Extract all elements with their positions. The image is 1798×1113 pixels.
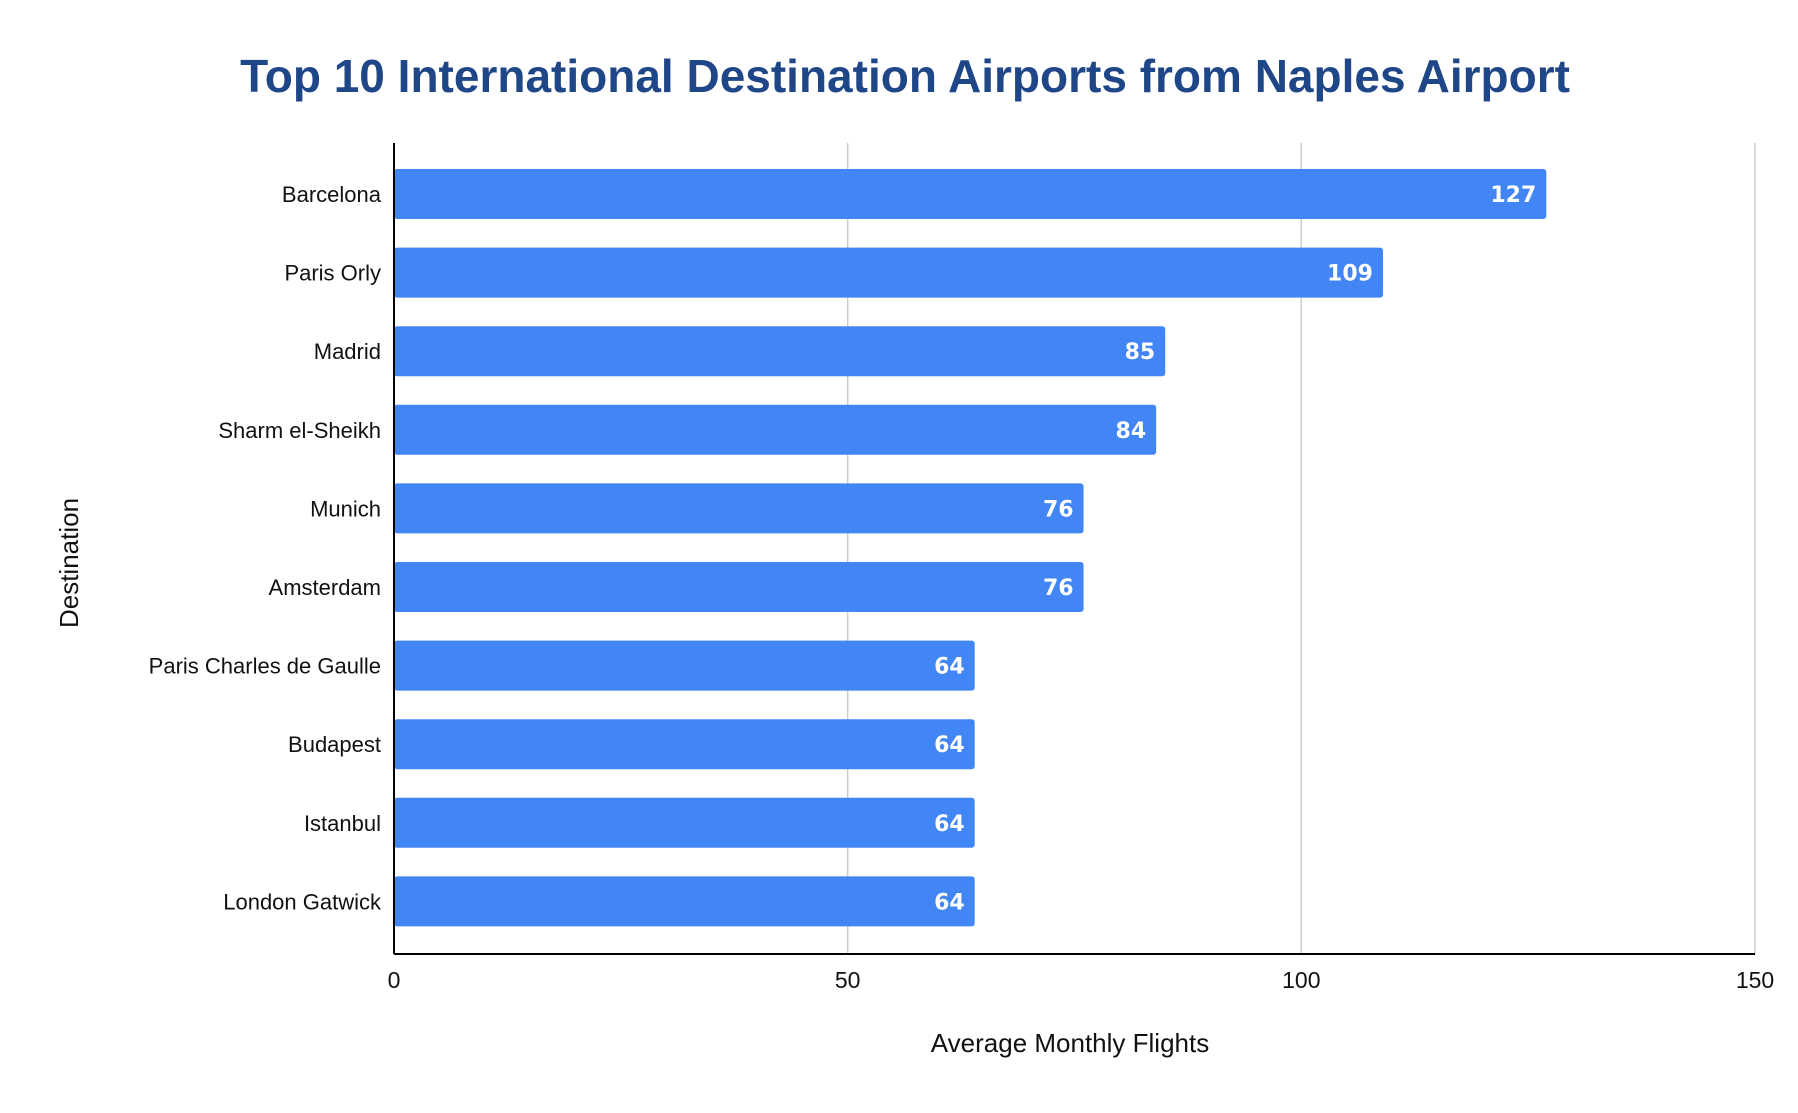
- category-label: Madrid: [314, 339, 381, 364]
- x-axis-title: Average Monthly Flights: [931, 1028, 1209, 1058]
- bar-value-label: 76: [1043, 576, 1074, 601]
- category-label: Sharm el-Sheikh: [218, 418, 381, 443]
- bar-value-label: 64: [934, 890, 965, 915]
- bar: [394, 326, 1166, 377]
- bar: [394, 719, 975, 770]
- chart-title: Top 10 International Destination Airport…: [240, 50, 1570, 102]
- bar-value-label: 85: [1125, 340, 1156, 365]
- bar-value-label: 84: [1116, 419, 1147, 444]
- bar: [394, 247, 1383, 298]
- x-tick-labels: 0 50 100 150: [388, 967, 1775, 993]
- bar-value-label: 76: [1043, 497, 1074, 522]
- bars: 127 109 85 84 76 76 64 64 64 64: [394, 169, 1547, 927]
- y-axis-title: Destination: [54, 498, 84, 628]
- category-label: Istanbul: [304, 811, 381, 836]
- bar: [394, 404, 1157, 455]
- bar-value-label: 64: [934, 733, 965, 758]
- x-tick-label: 50: [835, 967, 861, 993]
- bar: [394, 640, 975, 691]
- category-label: Budapest: [288, 732, 381, 757]
- x-tick-label: 150: [1736, 967, 1774, 993]
- category-label: Amsterdam: [269, 575, 381, 600]
- category-label: Munich: [310, 496, 381, 521]
- bar: [394, 562, 1084, 612]
- bar: [394, 169, 1547, 219]
- category-label: Barcelona: [282, 182, 382, 207]
- category-label: Paris Charles de Gaulle: [149, 654, 381, 679]
- x-tick-label: 100: [1282, 967, 1320, 993]
- category-label: Paris Orly: [284, 261, 381, 286]
- bar: [394, 876, 975, 927]
- category-label: London Gatwick: [223, 889, 382, 914]
- bar-value-label: 64: [934, 655, 965, 680]
- bar-value-label: 127: [1490, 183, 1536, 208]
- bar: [394, 797, 975, 848]
- axes: [393, 143, 1755, 955]
- bar-value-label: 64: [934, 812, 965, 837]
- x-tick-label: 0: [388, 967, 401, 993]
- bar: [394, 483, 1084, 534]
- category-labels: Barcelona Paris Orly Madrid Sharm el-Sheikh…: [149, 182, 382, 914]
- bar-value-label: 109: [1327, 262, 1373, 287]
